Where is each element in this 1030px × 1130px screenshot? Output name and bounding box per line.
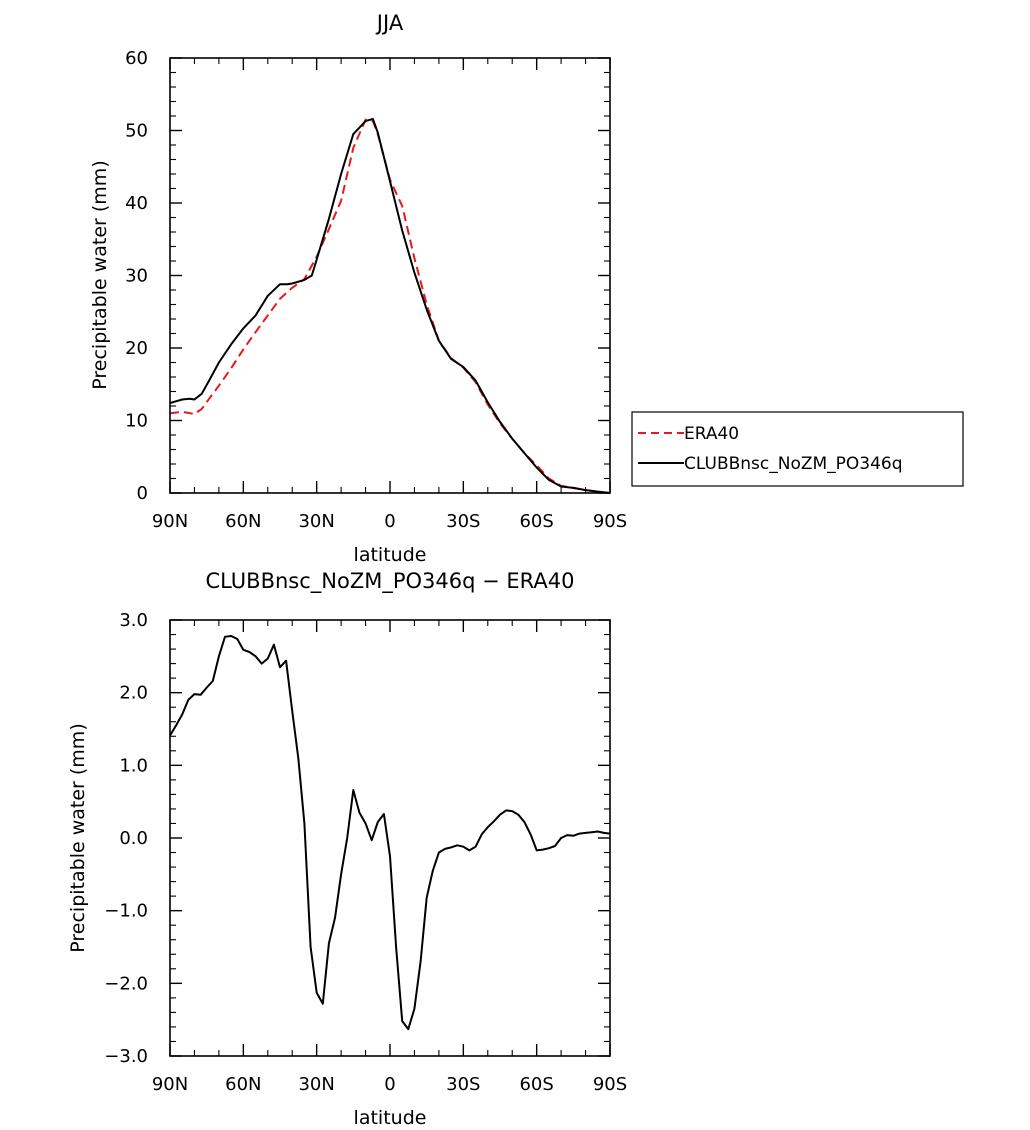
y-axis-label: Precipitable water (mm)	[67, 723, 89, 952]
precipitable-water-panel: JJA 90N 60N 30N 0 30S 60S 90S 0 10 20 30 40 50 60 lat…	[89, 11, 964, 566]
x-tick-label: 30S	[446, 511, 480, 532]
series-line-clubbnsc-nozm-po346q	[169, 117, 611, 494]
x-tick-label: 60S	[519, 1074, 553, 1095]
x-axis-label: latitude	[354, 1107, 427, 1129]
legend-box	[631, 411, 964, 487]
y-tick-label: 1.0	[119, 755, 148, 776]
axis-ticks: 90N 60N 30N 0 30S 60S 90S −3.0 −2.0 −1.0 0.0 1.0 2.0…	[104, 610, 627, 1095]
x-tick-label: 90S	[593, 1074, 627, 1095]
y-tick-label: −3.0	[104, 1046, 148, 1067]
y-tick-label: 60	[125, 48, 148, 69]
y-tick-label: 0.0	[119, 828, 148, 849]
series-line-difference	[169, 635, 611, 1031]
series-lines	[169, 117, 611, 494]
x-tick-label: 90S	[593, 511, 627, 532]
y-tick-label: −2.0	[104, 973, 148, 994]
x-tick-label: 60N	[225, 511, 261, 532]
y-tick-label: 20	[125, 338, 148, 359]
x-axis-label: latitude	[354, 544, 427, 566]
x-tick-label: 30N	[298, 1074, 334, 1095]
x-tick-label: 0	[384, 511, 395, 532]
legend-label-era40: ERA40	[684, 424, 739, 444]
axis-ticks: 90N 60N 30N 0 30S 60S 90S 0 10 20 30 40 50 60	[125, 48, 627, 532]
x-tick-label: 0	[384, 1074, 395, 1095]
difference-panel: CLUBBnsc_NoZM_PO346q − ERA40 90N 60N 30N 0 3…	[67, 569, 627, 1129]
x-tick-label: 90N	[152, 511, 188, 532]
y-tick-label: 30	[125, 266, 148, 287]
legend: ERA40 CLUBBnsc_NoZM_PO346q	[631, 411, 964, 487]
y-tick-label: 0	[137, 483, 148, 504]
x-tick-label: 90N	[152, 1074, 188, 1095]
y-tick-label: 10	[125, 411, 148, 432]
chart-title: JJA	[375, 11, 404, 35]
legend-label-clubb: CLUBBnsc_NoZM_PO346q	[684, 454, 903, 474]
plot-frame	[169, 619, 611, 1057]
y-tick-label: 40	[125, 193, 148, 214]
plot-frame	[169, 57, 611, 494]
y-tick-label: 2.0	[119, 683, 148, 704]
x-tick-label: 30S	[446, 1074, 480, 1095]
series-line-era40	[169, 118, 611, 494]
y-tick-label: 3.0	[119, 610, 148, 631]
y-tick-label: 50	[125, 121, 148, 142]
x-tick-label: 60N	[225, 1074, 261, 1095]
chart-title: CLUBBnsc_NoZM_PO346q − ERA40	[205, 569, 574, 594]
y-axis-label: Precipitable water (mm)	[89, 160, 111, 389]
x-tick-label: 60S	[519, 511, 553, 532]
x-tick-label: 30N	[298, 511, 334, 532]
y-tick-label: −1.0	[104, 901, 148, 922]
series-lines	[169, 635, 611, 1031]
